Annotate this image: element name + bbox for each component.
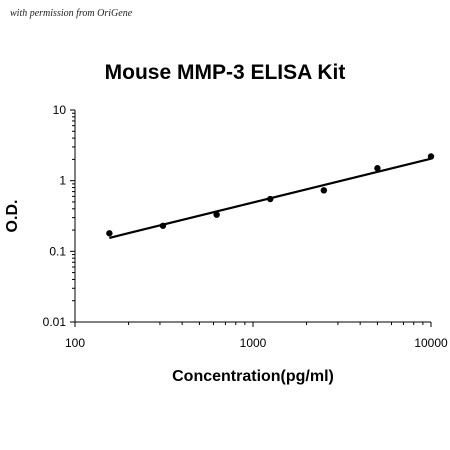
data-point — [267, 195, 274, 203]
data-point — [320, 187, 328, 194]
data-point — [374, 165, 381, 172]
x-axis-title: Concentration(pg/ml) — [172, 368, 334, 385]
watermark-text: with permission from OriGene — [10, 8, 133, 19]
chart-axes — [74, 110, 431, 323]
data-point — [106, 230, 113, 237]
data-point — [159, 222, 167, 229]
y-tick-label: 10 — [53, 103, 67, 117]
y-tick-label: 0.1 — [49, 244, 66, 258]
x-tick-label: 100 — [65, 336, 85, 350]
x-tick-label: 10000 — [414, 336, 448, 350]
chart-title: Mouse MMP-3 ELISA Kit — [104, 61, 346, 84]
y-tick-label: 1 — [59, 174, 66, 188]
x-tick-label: 1000 — [240, 336, 267, 350]
data-points — [106, 153, 435, 237]
data-point — [213, 211, 220, 218]
y-axis-title: O.D. — [4, 200, 21, 233]
y-tick-label: 0.01 — [43, 315, 67, 329]
data-point — [427, 153, 435, 160]
axis-ticks: 10 1 0.1 0.01 100 1000 10000 — [43, 103, 448, 350]
